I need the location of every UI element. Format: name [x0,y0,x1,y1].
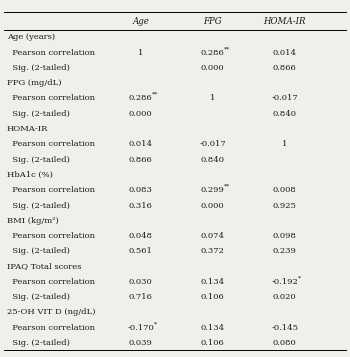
Text: **: ** [224,46,230,51]
Text: 1: 1 [210,94,215,102]
Text: 25-OH VIT D (ng/dL): 25-OH VIT D (ng/dL) [7,308,96,316]
Text: 0.106: 0.106 [201,339,225,347]
Text: 0.316: 0.316 [129,202,153,210]
Text: 0.866: 0.866 [129,156,153,164]
Text: Sig. (2-tailed): Sig. (2-tailed) [7,110,70,118]
Text: Pearson correlation: Pearson correlation [7,232,95,240]
Text: 0.000: 0.000 [201,202,225,210]
Text: 0.925: 0.925 [273,202,297,210]
Text: 0.030: 0.030 [129,278,153,286]
Text: Pearson correlation: Pearson correlation [7,323,95,332]
Text: FPG (mg/dL): FPG (mg/dL) [7,79,62,87]
Text: 0.020: 0.020 [273,293,296,301]
Text: Pearson correlation: Pearson correlation [7,94,95,102]
Text: -0.017: -0.017 [199,140,226,148]
Text: Sig. (2-tailed): Sig. (2-tailed) [7,293,70,301]
Text: 0.286: 0.286 [129,94,153,102]
Text: 0.372: 0.372 [201,247,225,255]
Text: 0.048: 0.048 [129,232,153,240]
Text: Pearson correlation: Pearson correlation [7,49,95,56]
Text: Pearson correlation: Pearson correlation [7,186,95,194]
Text: **: ** [224,183,230,188]
Text: 1: 1 [138,49,144,56]
Text: Pearson correlation: Pearson correlation [7,278,95,286]
Text: 0.014: 0.014 [129,140,153,148]
Text: Sig. (2-tailed): Sig. (2-tailed) [7,64,70,72]
Text: 0.299: 0.299 [201,186,225,194]
Text: **: ** [152,92,158,97]
Text: 0.134: 0.134 [201,278,225,286]
Text: Sig. (2-tailed): Sig. (2-tailed) [7,156,70,164]
Text: 0.080: 0.080 [273,339,297,347]
Text: 0.716: 0.716 [129,293,153,301]
Text: 0.039: 0.039 [129,339,153,347]
Text: Age: Age [132,17,149,26]
Text: FPG: FPG [203,17,222,26]
Text: HbA1c (%): HbA1c (%) [7,171,53,179]
Text: -0.017: -0.017 [271,94,298,102]
Text: 0.239: 0.239 [273,247,297,255]
Text: 1: 1 [282,140,287,148]
Text: Sig. (2-tailed): Sig. (2-tailed) [7,339,70,347]
Text: 0.561: 0.561 [129,247,153,255]
Text: -0.145: -0.145 [271,323,298,332]
Text: -0.192: -0.192 [271,278,298,286]
Text: 0.000: 0.000 [201,64,225,72]
Text: *: * [298,275,301,280]
Text: 0.106: 0.106 [201,293,225,301]
Text: Age (years): Age (years) [7,33,55,41]
Text: 0.134: 0.134 [201,323,225,332]
Text: Pearson correlation: Pearson correlation [7,140,95,148]
Text: HOMA-IR: HOMA-IR [264,17,306,26]
Text: 0.083: 0.083 [129,186,153,194]
Text: 0.014: 0.014 [273,49,297,56]
Text: Sig. (2-tailed): Sig. (2-tailed) [7,202,70,210]
Text: BMI (kg/m²): BMI (kg/m²) [7,217,59,225]
Text: 0.840: 0.840 [273,110,297,118]
Text: 0.840: 0.840 [201,156,225,164]
Text: 0.008: 0.008 [273,186,297,194]
Text: Sig. (2-tailed): Sig. (2-tailed) [7,247,70,255]
Text: -0.170: -0.170 [127,323,154,332]
Text: 0.000: 0.000 [129,110,153,118]
Text: 0.098: 0.098 [273,232,297,240]
Text: 0.286: 0.286 [201,49,225,56]
Text: HOMA-IR: HOMA-IR [7,125,48,133]
Text: 0.074: 0.074 [201,232,225,240]
Text: IPAQ Total scores: IPAQ Total scores [7,262,81,271]
Text: 0.866: 0.866 [273,64,297,72]
Text: *: * [154,321,157,326]
